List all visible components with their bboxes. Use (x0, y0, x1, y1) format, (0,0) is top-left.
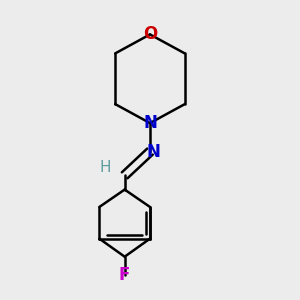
Text: N: N (143, 114, 157, 132)
Text: N: N (146, 142, 160, 160)
Text: O: O (143, 26, 157, 44)
Text: H: H (100, 160, 111, 175)
Text: F: F (119, 266, 130, 284)
